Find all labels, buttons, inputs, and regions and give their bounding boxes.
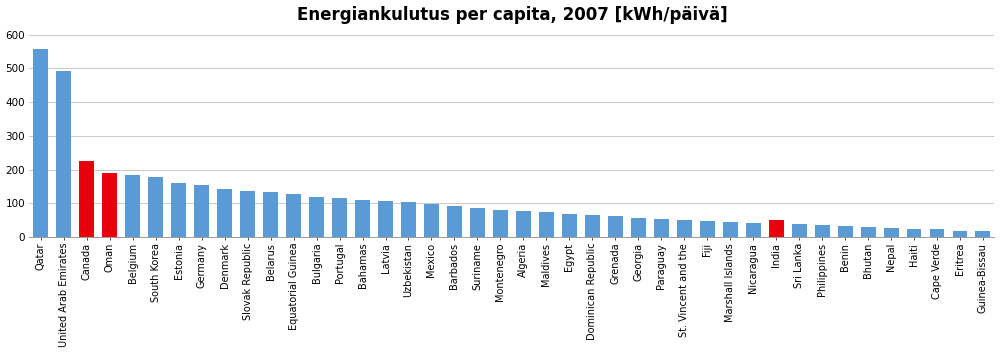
Bar [240, 191, 255, 237]
Bar [401, 203, 416, 237]
Bar [539, 212, 554, 237]
Bar [355, 200, 370, 237]
Bar [815, 226, 830, 237]
Bar [884, 228, 899, 237]
Bar [608, 216, 623, 237]
Bar [700, 221, 715, 237]
Bar [861, 227, 876, 237]
Bar [470, 208, 485, 237]
Bar [332, 198, 347, 237]
Bar [930, 229, 944, 237]
Bar [516, 211, 531, 237]
Bar [447, 206, 462, 237]
Bar [56, 71, 71, 237]
Bar [975, 231, 990, 237]
Bar [631, 218, 646, 237]
Bar [102, 173, 117, 237]
Bar [953, 231, 967, 237]
Bar [79, 161, 94, 237]
Bar [424, 204, 439, 237]
Bar [585, 215, 600, 237]
Bar [792, 225, 807, 237]
Bar [677, 220, 692, 237]
Bar [493, 210, 508, 237]
Bar [194, 185, 209, 237]
Bar [723, 222, 738, 237]
Bar [148, 177, 163, 237]
Bar [286, 194, 301, 237]
Bar [171, 183, 186, 237]
Bar [654, 219, 669, 237]
Bar [907, 229, 921, 237]
Bar [378, 201, 393, 237]
Title: Energiankulutus per capita, 2007 [kWh/päivä]: Energiankulutus per capita, 2007 [kWh/pä… [297, 6, 727, 24]
Bar [125, 175, 140, 237]
Bar [769, 220, 784, 237]
Bar [562, 214, 577, 237]
Bar [838, 227, 853, 237]
Bar [263, 192, 278, 237]
Bar [217, 189, 232, 237]
Bar [746, 223, 761, 237]
Bar [33, 49, 48, 237]
Bar [309, 197, 324, 237]
